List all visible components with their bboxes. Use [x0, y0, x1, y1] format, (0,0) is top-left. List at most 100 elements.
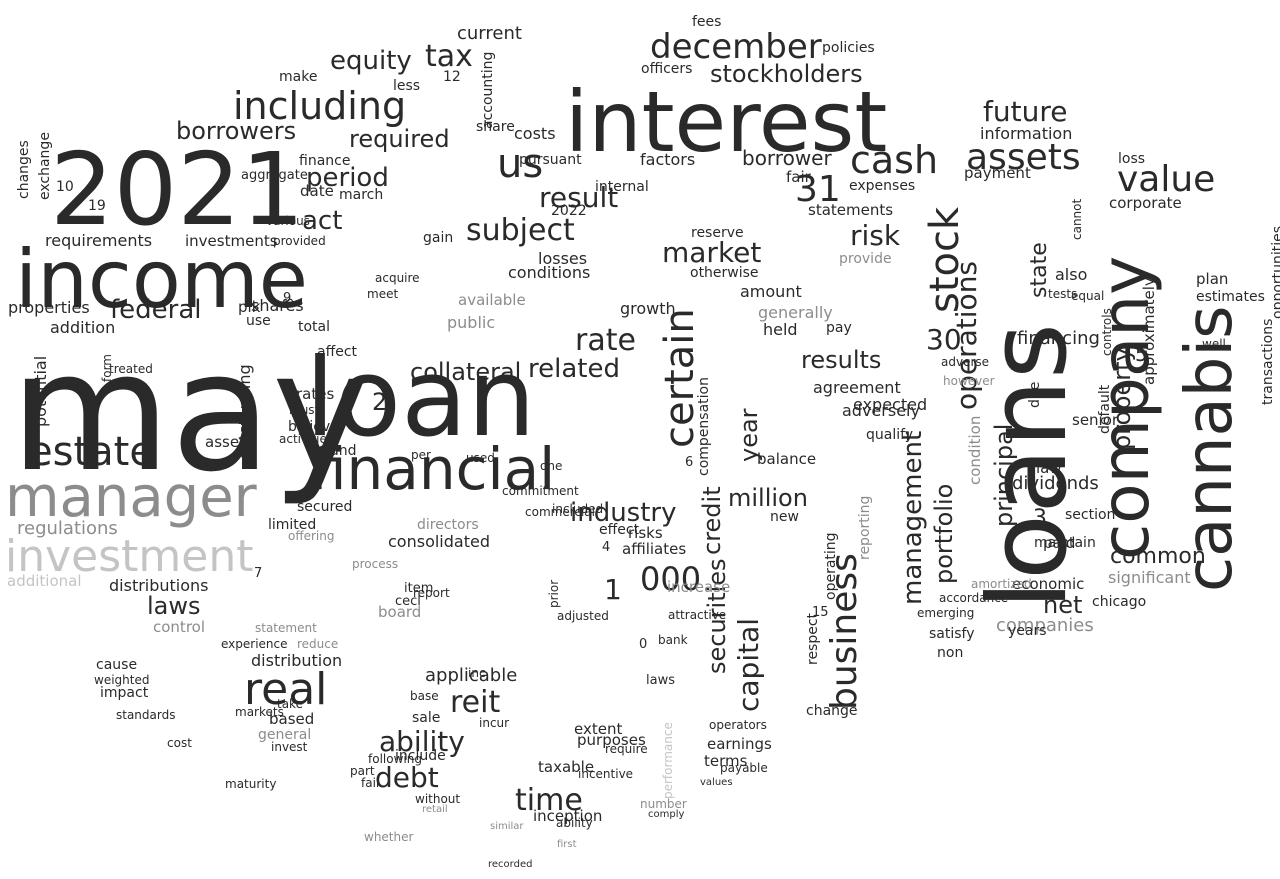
- word-potential: potential: [31, 355, 50, 427]
- word-operating: operating: [823, 532, 839, 600]
- word-paid: paid: [1043, 534, 1076, 552]
- word-december: december: [650, 27, 822, 67]
- word-future: future: [983, 95, 1068, 128]
- word-loan: loan: [305, 336, 536, 461]
- word-make: make: [279, 69, 318, 85]
- word-may: may: [10, 316, 370, 508]
- word-changes: changes: [16, 140, 32, 199]
- word-time: time: [515, 783, 583, 818]
- word-plan: plan: [1196, 270, 1229, 288]
- word-recorded: recorded: [488, 859, 533, 870]
- word-estate: estate: [28, 429, 154, 475]
- word-including: including: [233, 84, 407, 128]
- word-board: board: [378, 603, 422, 621]
- word-markets: markets: [235, 705, 284, 719]
- word-tests: tests: [1048, 287, 1078, 301]
- word-approximately: approximately: [1140, 277, 1158, 385]
- word-act: act: [302, 206, 343, 236]
- word-results: results: [801, 346, 882, 374]
- word-reporting: reporting: [857, 495, 873, 560]
- word-attractive: attractive: [668, 608, 727, 622]
- word-4: 4: [602, 540, 611, 555]
- word-expenses: expenses: [849, 178, 916, 194]
- word-values: values: [700, 777, 733, 788]
- word-economic: economic: [1012, 575, 1085, 593]
- word-pay: pay: [826, 320, 852, 336]
- word-amortized: amortized: [971, 577, 1032, 591]
- word-risks: risks: [628, 524, 663, 542]
- word-assets: assets: [966, 137, 1081, 178]
- word-amount: amount: [740, 282, 802, 301]
- word-financial: financial: [310, 435, 556, 503]
- word-growth: growth: [620, 299, 676, 318]
- word-information: information: [980, 124, 1073, 143]
- word-offering: offering: [288, 529, 335, 543]
- word-8: 8: [282, 297, 297, 306]
- word-required: required: [349, 125, 450, 153]
- word-emerging: emerging: [917, 606, 975, 620]
- word-cause: cause: [96, 657, 138, 673]
- word-date: date: [300, 182, 334, 200]
- word-gain: gain: [423, 230, 454, 246]
- word-manager: manager: [5, 465, 257, 530]
- word-reit: reit: [450, 685, 501, 720]
- word-non: non: [937, 645, 964, 661]
- word-base: base: [410, 689, 439, 703]
- word-2021: 2021: [50, 131, 305, 248]
- word-pik: pik: [238, 298, 261, 316]
- word-earnings: earnings: [707, 735, 772, 753]
- word-total: total: [298, 319, 331, 335]
- word-require: require: [605, 742, 648, 756]
- word-consolidated: consolidated: [388, 532, 490, 551]
- word-shares: shares: [251, 296, 304, 315]
- word-exchange: exchange: [37, 132, 53, 200]
- word-cash: cash: [850, 138, 939, 182]
- word-properties: properties: [8, 298, 90, 317]
- word-secured: secured: [297, 499, 353, 515]
- word-effect: effect: [599, 522, 640, 538]
- word-public: public: [447, 313, 496, 332]
- word-condition: condition: [966, 415, 984, 485]
- word-asset: asset: [205, 433, 245, 451]
- word-12: 12: [443, 69, 461, 85]
- word-less: less: [393, 78, 421, 94]
- word-applicable: applicable: [425, 665, 518, 686]
- word-management: management: [898, 430, 928, 605]
- word-borrower: borrower: [742, 146, 832, 170]
- word-common: common: [1110, 544, 1206, 569]
- word-respect: respect: [805, 612, 821, 665]
- word-payable: payable: [720, 761, 768, 775]
- word-2022: 2022: [551, 203, 587, 219]
- word-15: 15: [812, 605, 829, 620]
- word-investments: investments: [185, 232, 278, 250]
- word-certain: certain: [657, 308, 703, 448]
- word-risk: risk: [850, 219, 901, 252]
- word-invest: invest: [271, 740, 308, 754]
- word-incentive: incentive: [578, 767, 634, 781]
- word-accounting: accounting: [480, 51, 496, 129]
- word-rates: rates: [296, 385, 335, 403]
- word-generally: generally: [758, 303, 833, 322]
- word-transactions: transactions: [1260, 318, 1276, 405]
- word-prior: prior: [547, 579, 561, 608]
- word-general: general: [258, 727, 312, 743]
- word-affiliates: affiliates: [622, 540, 687, 558]
- word-requirements: requirements: [45, 231, 153, 250]
- word-due: due: [1027, 381, 1043, 408]
- word-internal: internal: [595, 179, 649, 195]
- word-fail: fail: [361, 776, 380, 790]
- word-qualify: qualify: [866, 427, 914, 443]
- word-comply: comply: [648, 809, 685, 820]
- word-laws: laws: [646, 673, 675, 688]
- word-satisfy: satisfy: [929, 626, 975, 642]
- word-distributions: distributions: [109, 576, 209, 595]
- word-fees: fees: [692, 14, 722, 30]
- word-adverse: adverse: [941, 355, 990, 369]
- word-included: included: [552, 502, 604, 516]
- word-3: 3: [1033, 506, 1047, 531]
- word-directors: directors: [417, 517, 479, 533]
- word-limited: limited: [268, 517, 317, 533]
- word-accordance: accordance: [939, 591, 1009, 605]
- word-well: well: [1202, 337, 1226, 351]
- word-result: result: [539, 181, 619, 214]
